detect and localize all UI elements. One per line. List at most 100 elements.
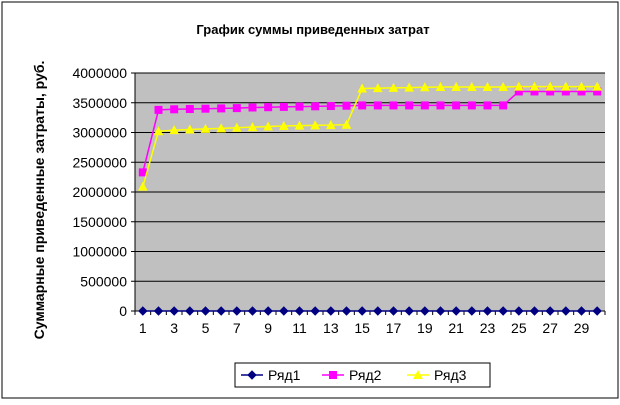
data-point-2 [499, 101, 508, 110]
data-point-3 [545, 81, 556, 91]
data-point-2 [154, 105, 163, 114]
data-point-1 [467, 306, 477, 316]
legend-marker-2 [329, 371, 337, 379]
data-point-3 [169, 125, 180, 135]
data-point-1 [388, 306, 399, 316]
data-point-3 [294, 120, 305, 130]
data-point-2 [217, 104, 226, 113]
data-point-1 [404, 306, 414, 316]
data-point-2 [405, 101, 414, 110]
data-point-2 [138, 168, 147, 177]
data-point-3 [467, 81, 477, 91]
y-tick-label: 500000 [80, 273, 127, 289]
data-point-1 [169, 306, 179, 316]
data-point-2 [185, 104, 194, 113]
legend-marker-1 [247, 370, 257, 380]
data-point-1 [373, 306, 383, 316]
data-point-2 [311, 102, 320, 111]
data-point-2 [436, 101, 445, 110]
data-point-1 [451, 306, 461, 316]
x-tick-label: 29 [574, 320, 590, 336]
data-point-2 [467, 101, 476, 110]
data-point-1 [247, 306, 258, 316]
data-point-2 [201, 104, 210, 113]
data-point-3 [420, 82, 430, 92]
data-point-2 [358, 101, 367, 110]
data-point-3 [137, 181, 148, 191]
data-point-3 [216, 123, 227, 133]
y-tick-label: 3000000 [72, 125, 127, 141]
data-point-1 [435, 306, 446, 316]
data-point-2 [389, 101, 398, 110]
legend-box [234, 362, 491, 388]
legend-label-1: Ряд1 [268, 367, 301, 383]
data-point-1 [529, 306, 540, 316]
data-point-3 [404, 82, 414, 92]
x-tick-label: 13 [323, 320, 339, 336]
data-point-2 [420, 101, 429, 110]
series-2 [138, 87, 602, 177]
data-point-3 [153, 126, 164, 136]
data-point-3 [200, 123, 211, 133]
data-point-1 [545, 306, 555, 316]
series-3 [137, 81, 603, 191]
data-point-1 [357, 306, 367, 316]
data-point-3 [373, 83, 383, 93]
data-point-1 [482, 306, 493, 316]
x-tick-label: 25 [511, 320, 527, 336]
data-point-3 [451, 81, 461, 91]
data-point-3 [498, 81, 508, 91]
x-tick-label: 17 [386, 320, 402, 336]
data-point-2 [452, 101, 461, 110]
x-tick-label: 5 [202, 320, 210, 336]
y-tick-label: 2000000 [72, 184, 127, 200]
y-tick-label: 4000000 [72, 65, 127, 81]
y-tick-label: 2500000 [72, 154, 127, 170]
data-point-1 [279, 306, 289, 316]
data-point-3 [560, 81, 571, 91]
x-tick-label: 15 [354, 320, 370, 336]
data-point-3 [388, 82, 399, 92]
data-point-3 [184, 124, 195, 134]
legend-marker-3 [413, 369, 423, 379]
chart-title: График суммы приведенных затрат [196, 22, 429, 37]
data-point-1 [310, 306, 320, 316]
data-point-1 [200, 306, 211, 316]
data-point-2 [279, 102, 288, 111]
data-point-3 [247, 122, 258, 132]
data-point-3 [279, 120, 289, 130]
series-1 [138, 306, 602, 316]
data-point-2 [483, 101, 492, 110]
data-point-1 [498, 306, 508, 316]
y-tick-label: 3500000 [72, 95, 127, 111]
x-tick-labels: 1 3 5 7 9 11 13 15 17 19 21 23 25 27 29 [139, 320, 590, 336]
x-tick-label: 1 [139, 320, 147, 336]
y-tick-label: 1000000 [72, 244, 127, 260]
legend: Ряд1 Ряд2 Ряд3 [234, 362, 491, 388]
data-point-3 [231, 122, 242, 132]
data-point-1 [185, 306, 195, 316]
data-point-1 [420, 306, 430, 316]
data-point-3 [341, 119, 352, 129]
y-tick-label: 0 [119, 303, 127, 319]
x-tick-label: 27 [542, 320, 558, 336]
data-point-2 [232, 104, 241, 113]
data-point-1 [341, 306, 352, 316]
data-point-1 [326, 306, 336, 316]
data-point-1 [294, 306, 305, 316]
data-point-2 [342, 101, 351, 110]
legend-label-2: Ряд2 [349, 367, 382, 383]
data-point-3 [529, 81, 540, 91]
legend-label-3: Ряд3 [434, 367, 467, 383]
data-point-2 [248, 103, 257, 112]
data-point-3 [576, 81, 587, 91]
y-axis-label: Суммарные приведенные затраты, руб. [31, 61, 47, 340]
data-point-1 [592, 306, 602, 316]
data-point-1 [232, 306, 242, 316]
data-point-2 [373, 101, 382, 110]
x-tick-label: 9 [264, 320, 272, 336]
data-point-2 [295, 102, 304, 111]
x-tick-label: 11 [292, 320, 307, 336]
